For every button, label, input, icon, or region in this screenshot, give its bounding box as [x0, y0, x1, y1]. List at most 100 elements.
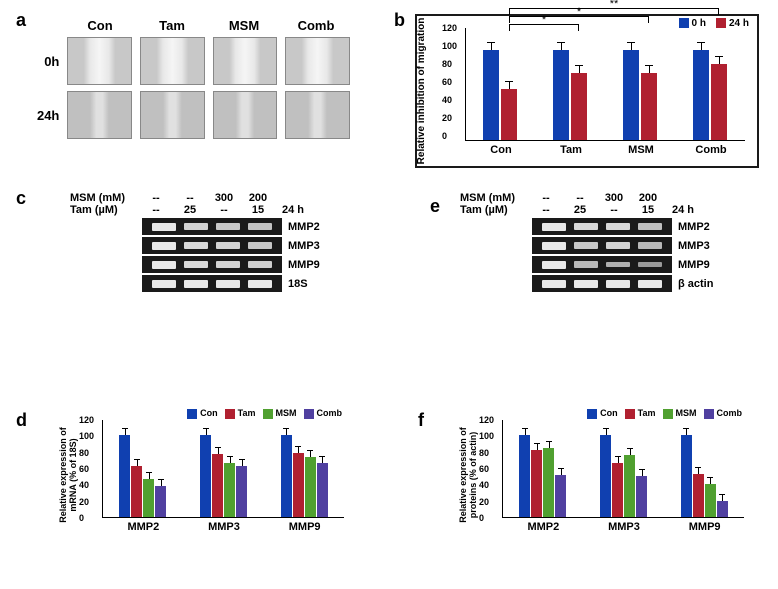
- ytick: 100: [479, 431, 494, 441]
- gel-image: [532, 256, 672, 273]
- panel-f-chart: Relative expression ofproteins (% of act…: [460, 410, 750, 540]
- bar: [143, 479, 154, 517]
- gel-image: [532, 237, 672, 254]
- gel-header-val: 300: [210, 192, 238, 204]
- legend-item: MSM: [263, 408, 297, 419]
- legend-item: Tam: [225, 408, 256, 419]
- bar: [624, 455, 635, 517]
- gel-header-tam: Tam (µM) -- 25 -- 15 24 h: [70, 204, 320, 216]
- bar: [693, 50, 709, 140]
- bar: [317, 463, 328, 517]
- micro-image: [213, 37, 278, 85]
- legend-swatch: [625, 409, 635, 419]
- gel-row-label: MMP3: [678, 240, 710, 252]
- gel-band: [248, 280, 272, 288]
- gel-band: [184, 242, 208, 249]
- gel-band: [248, 223, 272, 230]
- bar: [636, 476, 647, 517]
- legend-item: Con: [187, 408, 218, 419]
- gel-header-msm: MSM (mM) -- -- 300 200: [460, 192, 713, 204]
- gel-image: [142, 256, 282, 273]
- gel-band: [606, 242, 630, 249]
- gel-header-val: 200: [244, 192, 272, 204]
- bar: [119, 435, 130, 517]
- significance-star: **: [610, 0, 619, 10]
- gel-band: [184, 280, 208, 288]
- gel-band: [542, 242, 566, 250]
- panel-d-chart: Relative expression ofmRNA (% of 18S) Co…: [60, 410, 350, 540]
- col-header: Con: [68, 18, 132, 33]
- ytick: 80: [479, 448, 489, 458]
- bar-group: [553, 50, 589, 140]
- panel-f-label: f: [418, 410, 424, 431]
- bar: [155, 486, 166, 517]
- micro-image: [140, 91, 205, 139]
- gel-header-label: MSM (mM): [70, 192, 136, 204]
- ytick: 0: [442, 131, 447, 141]
- legend-swatch: [225, 409, 235, 419]
- panel-f-ylabel: Relative expression ofproteins (% of act…: [458, 427, 478, 523]
- xtick: Con: [490, 144, 511, 156]
- ytick: 60: [479, 464, 489, 474]
- xtick: Comb: [695, 144, 726, 156]
- panel-b-chart-area: 020406080100120ConTamMSMComb****: [465, 28, 745, 141]
- bar: [681, 435, 692, 517]
- bar: [705, 484, 716, 517]
- bar-group: [623, 50, 659, 140]
- gel-e-bands: MMP2MMP3MMP9β actin: [460, 218, 713, 292]
- xtick: MMP9: [289, 521, 321, 533]
- gel-band: [248, 261, 272, 268]
- gel-header-label: Tam (µM): [460, 204, 526, 216]
- legend-swatch: [704, 409, 714, 419]
- panel-f-legend: ConTamMSMComb: [587, 408, 742, 419]
- panel-c: MSM (mM) -- -- 300 200 Tam (µM) -- 25 --…: [70, 192, 320, 292]
- gel-header-label: Tam (µM): [70, 204, 136, 216]
- gel-band: [574, 242, 598, 249]
- bar: [543, 448, 554, 517]
- xtick: Tam: [560, 144, 582, 156]
- bar: [717, 501, 728, 517]
- bar: [600, 435, 611, 517]
- panel-b-label: b: [394, 10, 405, 31]
- col-header: Tam: [140, 18, 204, 33]
- ytick: 0: [479, 513, 484, 523]
- col-header: MSM: [212, 18, 276, 33]
- gel-time-label: 24 h: [672, 204, 694, 216]
- xtick: MSM: [628, 144, 654, 156]
- bar: [623, 50, 639, 140]
- ytick: 60: [442, 77, 452, 87]
- xtick: MMP9: [689, 521, 721, 533]
- gel-row: MMP2: [70, 218, 320, 235]
- gel-header-val: 300: [600, 192, 628, 204]
- gel-image: [142, 237, 282, 254]
- bar: [483, 50, 499, 140]
- gel-band: [152, 280, 176, 288]
- ytick: 100: [442, 41, 457, 51]
- gel-band: [638, 242, 662, 248]
- gel-header-val: 25: [566, 204, 594, 216]
- gel-header-val: --: [600, 204, 628, 216]
- gel-image: [142, 218, 282, 235]
- panel-d-ylabel: Relative expression ofmRNA (% of 18S): [58, 427, 78, 523]
- gel-band: [542, 223, 566, 231]
- ytick: 20: [479, 497, 489, 507]
- legend-swatch: [716, 18, 726, 28]
- xtick: MMP2: [127, 521, 159, 533]
- panel-a: Con Tam MSM Comb 0h 24h: [30, 18, 350, 139]
- gel-band: [152, 261, 176, 269]
- ytick: 120: [442, 23, 457, 33]
- ytick: 20: [79, 497, 89, 507]
- legend-item: Comb: [304, 408, 343, 419]
- micro-image: [140, 37, 205, 85]
- bar: [236, 466, 247, 517]
- col-header: Comb: [284, 18, 348, 33]
- panel-d-label: d: [16, 410, 27, 431]
- gel-header-val: --: [532, 204, 560, 216]
- micro-image: [213, 91, 278, 139]
- bar-group: [483, 50, 519, 140]
- bar: [555, 475, 566, 517]
- gel-row: MMP3: [460, 237, 713, 254]
- gel-row: MMP9: [70, 256, 320, 273]
- micro-row-24h: 24h: [30, 91, 350, 139]
- legend-swatch: [663, 409, 673, 419]
